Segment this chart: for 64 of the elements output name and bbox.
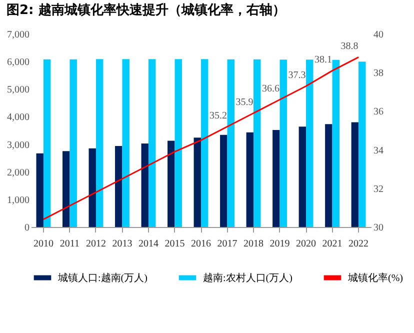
bar: [332, 60, 340, 227]
chart-title: 图2: 越南城镇化率快速提升（城镇化率，右轴）: [6, 2, 286, 18]
y-tick-label: 6,000: [7, 57, 30, 68]
data-label: 36.6: [262, 84, 280, 95]
y2-tick-label: 30: [374, 222, 384, 234]
bar: [43, 59, 51, 227]
bar: [96, 59, 104, 227]
y-tick-label: 4,000: [7, 112, 30, 124]
bar: [115, 146, 122, 227]
y-tick-label: 7,000: [7, 30, 30, 40]
bar: [88, 148, 96, 227]
x-tick-label: 2020: [296, 238, 316, 250]
x-tick-label: 2011: [60, 238, 80, 250]
x-tick-label: 2013: [112, 238, 132, 250]
y-tick-label: 1,000: [7, 194, 30, 206]
x-tick-label: 2017: [217, 238, 238, 250]
bar: [70, 59, 77, 227]
bar: [227, 59, 234, 227]
bar: [62, 151, 70, 227]
data-label: 38.8: [340, 41, 358, 52]
bar: [148, 59, 156, 227]
bar: [220, 134, 228, 227]
bar: [168, 140, 175, 227]
y2-tick-label: 36: [374, 106, 384, 118]
line-series: [42, 56, 360, 220]
bar: [351, 122, 359, 227]
y-tick-label: 0: [24, 222, 30, 234]
bar: [246, 132, 254, 227]
bar: [201, 59, 208, 227]
data-label: 35.2: [210, 110, 228, 122]
bar: [325, 124, 332, 227]
bar: [272, 130, 280, 227]
x-tick-label: 2018: [244, 238, 264, 250]
y-tick-label: 3,000: [7, 140, 30, 151]
data-label: 37.3: [288, 70, 306, 82]
bar: [174, 59, 182, 227]
bar: [358, 62, 366, 227]
x-tick-label: 2022: [348, 238, 369, 250]
y2-tick-label: 32: [374, 184, 384, 195]
x-tick-label: 2010: [33, 238, 54, 250]
x-tick-label: 2014: [138, 238, 158, 250]
bar: [280, 60, 287, 227]
bar: [36, 153, 44, 227]
bar: [254, 59, 261, 227]
x-tick-label: 2012: [86, 238, 106, 250]
x-tick-label: 2015: [164, 238, 185, 250]
x-tick-label: 2021: [322, 238, 342, 250]
y2-tick-label: 34: [374, 145, 384, 156]
legend-label: 越南:农村人口(万人): [203, 272, 292, 284]
bar: [194, 138, 201, 227]
x-tick-label: 2019: [270, 238, 290, 250]
data-label: 38.1: [314, 54, 332, 66]
x-tick-label: 2016: [191, 238, 211, 250]
data-label: 35.9: [236, 97, 254, 108]
y2-tick-label: 38: [374, 68, 384, 80]
bar: [122, 59, 130, 227]
y2-tick-label: 40: [374, 30, 384, 40]
legend-label: 城镇人口:越南(万人): [57, 272, 148, 284]
bar: [298, 126, 306, 227]
y-tick-label: 5,000: [7, 84, 30, 96]
y-tick-label: 2,000: [7, 167, 30, 178]
bar: [306, 60, 314, 227]
bar: [141, 143, 148, 227]
legend-label: 城镇化率(%): [347, 272, 403, 284]
